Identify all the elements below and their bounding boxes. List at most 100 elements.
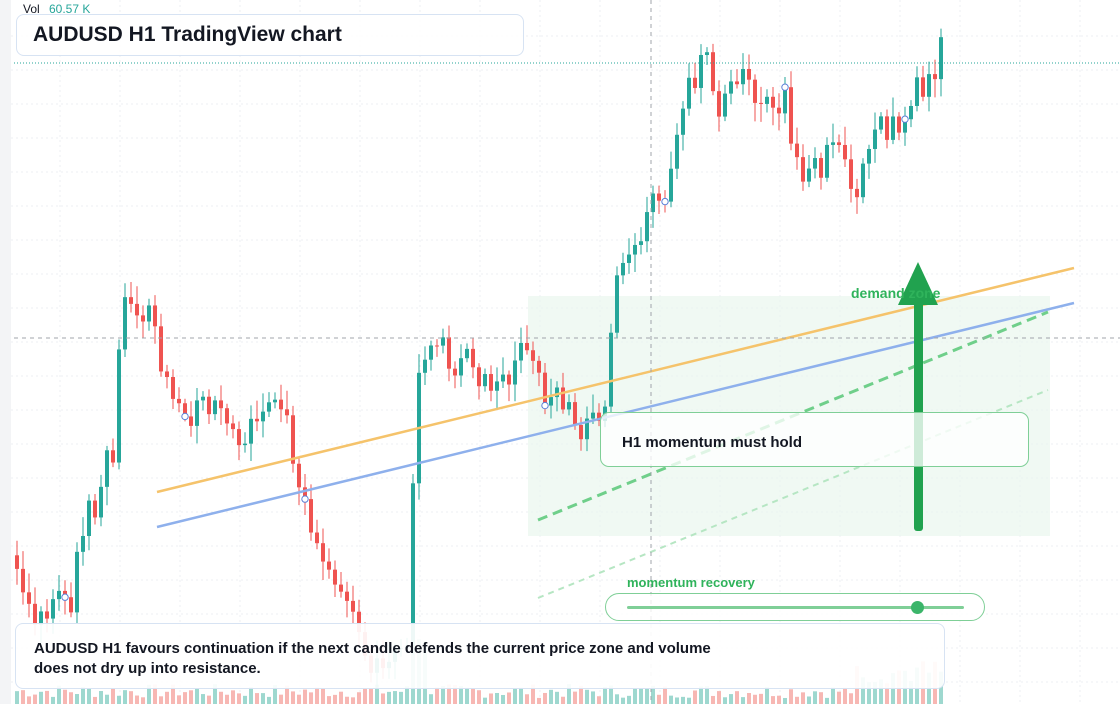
volume-bar bbox=[477, 690, 481, 704]
candle bbox=[735, 69, 739, 89]
volume-bar bbox=[273, 685, 277, 704]
candle-body bbox=[261, 411, 265, 422]
volume-bar bbox=[249, 687, 253, 704]
candle-body bbox=[159, 326, 163, 372]
candle-body bbox=[567, 402, 571, 410]
candle-body bbox=[615, 275, 619, 333]
candle-body bbox=[885, 116, 889, 140]
candle-body bbox=[249, 418, 253, 444]
volume-bar bbox=[231, 690, 235, 704]
candle-body bbox=[105, 450, 109, 487]
volume-bar bbox=[375, 684, 379, 704]
summary-line-2: does not dry up into resistance. bbox=[34, 660, 261, 677]
candle-body bbox=[111, 450, 115, 463]
candle-body bbox=[621, 262, 625, 276]
volume-bar bbox=[459, 685, 463, 704]
candle bbox=[513, 341, 517, 402]
candle-body bbox=[441, 337, 445, 346]
volume-bar bbox=[441, 685, 445, 704]
volume-bar bbox=[309, 692, 313, 704]
candle bbox=[765, 89, 769, 113]
candle-body bbox=[741, 68, 745, 85]
volume-bar bbox=[765, 686, 769, 704]
candle-body bbox=[519, 342, 523, 361]
candle bbox=[921, 65, 925, 102]
candle-body bbox=[777, 107, 781, 114]
signal-marker bbox=[661, 197, 669, 206]
volume-bar bbox=[753, 694, 757, 704]
volume-bar bbox=[507, 692, 511, 704]
momentum-slider-knob[interactable] bbox=[910, 601, 924, 614]
candle-body bbox=[645, 212, 649, 242]
volume-bar bbox=[111, 688, 115, 704]
candle bbox=[177, 387, 181, 413]
candle-body bbox=[459, 358, 463, 376]
signal-marker bbox=[901, 115, 909, 123]
candle-body bbox=[849, 159, 853, 189]
volume-bar bbox=[303, 689, 307, 704]
volume-bar bbox=[279, 694, 283, 704]
candle bbox=[321, 528, 325, 581]
volume-bar bbox=[807, 696, 811, 704]
chart-title: AUDUSD H1 TradingView chart bbox=[16, 14, 524, 56]
candle-body bbox=[39, 611, 43, 625]
volume-bar bbox=[843, 687, 847, 704]
volume-bar bbox=[351, 697, 355, 704]
candle-body bbox=[195, 400, 199, 426]
candle bbox=[669, 151, 673, 208]
candle-body bbox=[531, 350, 535, 361]
candle-body bbox=[435, 345, 439, 347]
candle-body bbox=[411, 483, 415, 646]
analysis-summary: AUDUSD H1 favours continuation if the ne… bbox=[15, 623, 945, 689]
volume-bar bbox=[99, 691, 103, 704]
candle bbox=[453, 361, 457, 389]
volume-bar bbox=[465, 687, 469, 704]
candle-body bbox=[543, 372, 547, 406]
candle-body bbox=[897, 116, 901, 133]
candle bbox=[447, 325, 451, 382]
candle-body bbox=[477, 367, 481, 387]
candle bbox=[153, 295, 157, 344]
volume-bar bbox=[45, 690, 49, 704]
candle-body bbox=[267, 402, 271, 412]
volume-bar bbox=[357, 692, 361, 704]
candle-body bbox=[735, 81, 739, 85]
candle-body bbox=[555, 387, 559, 398]
candle bbox=[111, 438, 115, 468]
momentum-slider-track[interactable] bbox=[627, 606, 964, 609]
candle-body bbox=[81, 535, 85, 552]
volume-bar bbox=[525, 694, 529, 704]
volume-bar bbox=[549, 689, 553, 704]
volume-bar bbox=[561, 696, 565, 704]
candle-body bbox=[93, 500, 97, 518]
candle-body bbox=[585, 418, 589, 440]
candle bbox=[681, 101, 685, 151]
volume-bar bbox=[225, 694, 229, 704]
volume-bar bbox=[15, 691, 19, 704]
candle bbox=[567, 394, 571, 416]
candle-body bbox=[507, 374, 511, 385]
volume-bar bbox=[333, 694, 337, 704]
volume-bar bbox=[711, 695, 715, 704]
candle bbox=[699, 44, 703, 104]
volume-bar bbox=[537, 697, 541, 704]
volume-bar bbox=[255, 693, 259, 704]
candle bbox=[711, 43, 715, 96]
candle bbox=[477, 363, 481, 400]
candle bbox=[435, 339, 439, 357]
candle bbox=[531, 341, 535, 375]
candle bbox=[879, 112, 883, 134]
candle bbox=[327, 548, 331, 579]
candle-body bbox=[687, 77, 691, 109]
volume-bar bbox=[495, 692, 499, 704]
candle bbox=[939, 28, 943, 97]
candle bbox=[219, 385, 223, 426]
candle bbox=[915, 66, 919, 112]
momentum-slider[interactable] bbox=[605, 593, 985, 621]
signal-marker bbox=[181, 412, 189, 421]
volume-bar bbox=[51, 696, 55, 704]
volume-bar bbox=[621, 697, 625, 704]
volume-bar bbox=[483, 697, 487, 704]
volume-bar bbox=[105, 694, 109, 704]
candle-body bbox=[465, 348, 469, 359]
